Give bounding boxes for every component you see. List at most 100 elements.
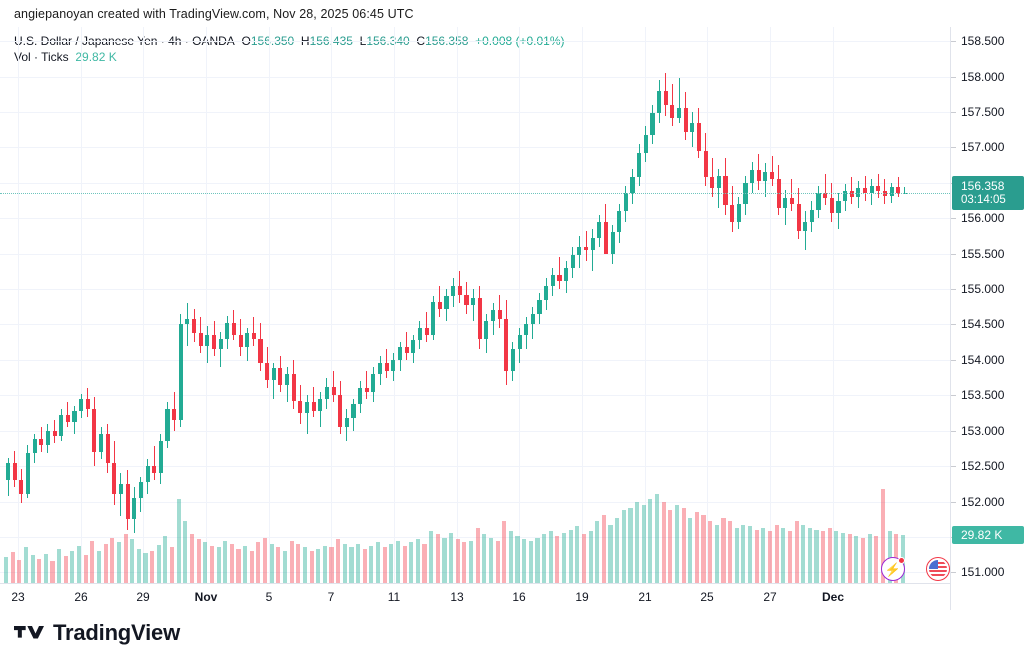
candle-wick <box>313 386 315 417</box>
volume-bar <box>369 545 374 583</box>
candle-body <box>85 398 90 410</box>
volume-bar <box>847 534 852 583</box>
volume-bar <box>23 547 28 583</box>
time-tick-label: 16 <box>512 590 526 604</box>
volume-bar <box>568 529 573 583</box>
candle-wick <box>851 177 853 205</box>
flash-alert-icon[interactable]: ⚡ <box>881 557 905 581</box>
price-tick-label: 158.000 <box>961 69 1005 84</box>
volume-bar <box>860 537 866 583</box>
volume-bar <box>615 518 620 583</box>
candle-wick <box>273 363 275 399</box>
candle-wick <box>605 204 607 236</box>
volume-bar <box>635 501 640 583</box>
price-scale[interactable]: 158.500158.000157.500157.000156.500156.0… <box>950 27 1024 610</box>
candle-body <box>730 205 735 222</box>
volume-bar <box>721 518 726 583</box>
candle-body <box>623 193 628 212</box>
price-tick-dash <box>951 501 956 503</box>
candle-body <box>583 246 589 251</box>
candle-body <box>630 177 635 194</box>
volume-bar <box>17 560 22 583</box>
candle-body <box>118 483 124 495</box>
volume-bar <box>821 531 826 583</box>
price-tick-dash <box>951 111 956 113</box>
volume-bar <box>276 547 281 583</box>
volume-bar <box>429 531 434 583</box>
candle-body <box>690 122 695 132</box>
volume-bar <box>209 545 214 583</box>
candle-body <box>816 193 821 210</box>
volume-badge[interactable]: 29.82 K <box>952 525 1024 544</box>
volume-bar <box>575 526 580 583</box>
grid-line-horizontal <box>0 41 950 43</box>
volume-bar <box>63 556 68 583</box>
volume-bar <box>316 548 321 583</box>
candle-body <box>862 188 868 194</box>
volume-bar <box>714 524 719 583</box>
volume-bar <box>834 531 839 583</box>
candle-body <box>351 403 356 418</box>
grid-line-horizontal <box>0 466 950 468</box>
volume-bar <box>468 540 474 583</box>
volume-bar <box>156 544 161 583</box>
candle-body <box>783 198 788 208</box>
candle-body <box>477 297 482 339</box>
candle-body <box>145 466 150 482</box>
candle-body <box>338 395 343 428</box>
price-tick-dash <box>951 76 956 78</box>
candle-body <box>650 113 655 135</box>
legend-symbol[interactable]: U.S. Dollar / Japanese Yen <box>14 34 158 48</box>
volume-bar <box>395 540 400 583</box>
volume-bar <box>681 508 686 583</box>
grid-line-vertical <box>143 27 144 583</box>
us-flag-icon[interactable] <box>926 557 950 581</box>
candle-body <box>530 313 535 325</box>
time-scale[interactable]: 23 26 29 Nov 5 7 11 13 16 19 21 25 27 Dec <box>0 583 950 610</box>
volume-bar <box>555 535 560 583</box>
candle-body <box>796 204 801 231</box>
candle-body <box>192 318 197 333</box>
volume-bar <box>77 545 82 583</box>
legend-open-label: O <box>241 34 251 48</box>
candle-body <box>92 409 97 452</box>
candle-body <box>617 211 622 233</box>
price-tick-label: 154.500 <box>961 317 1005 332</box>
candle-body <box>710 177 715 189</box>
grid-line-horizontal <box>0 324 950 326</box>
candle-body <box>158 441 163 474</box>
grid-line-horizontal <box>0 253 950 255</box>
legend-interval[interactable]: 4h <box>168 34 182 48</box>
legend-volume-row[interactable]: Vol · Ticks 29.82 K <box>14 49 565 65</box>
chart-plot-area[interactable] <box>0 27 950 583</box>
candle-body <box>836 200 841 213</box>
candle-body <box>657 90 662 114</box>
candle-body <box>643 134 648 154</box>
time-tick-label: 25 <box>700 590 714 604</box>
grid-line-horizontal <box>0 182 950 184</box>
grid-line-vertical <box>269 27 270 583</box>
volume-bar <box>668 510 673 583</box>
grid-line-vertical <box>457 27 458 583</box>
candle-wick <box>67 402 69 428</box>
volume-bar <box>661 501 666 583</box>
legend-volume-label: Vol · Ticks <box>14 50 69 64</box>
candle-body <box>291 374 296 401</box>
volume-bar <box>648 498 653 583</box>
price-tick-dash <box>951 359 956 361</box>
time-tick-label: 11 <box>387 590 401 604</box>
volume-bar <box>37 558 42 583</box>
candle-body <box>304 402 310 413</box>
candle-body <box>72 410 77 423</box>
volume-bar <box>143 553 148 583</box>
candle-body <box>524 324 529 336</box>
volume-bar <box>807 527 812 583</box>
last-price-value: 156.358 <box>961 178 1005 193</box>
grid-line-horizontal <box>0 147 950 149</box>
volume-bar <box>183 521 188 583</box>
volume-bar <box>223 540 228 583</box>
candle-body <box>544 285 549 300</box>
last-price-badge[interactable]: 156.358 03:14:05 <box>952 175 1024 210</box>
candle-wick <box>877 174 879 199</box>
candle-body <box>723 175 728 206</box>
